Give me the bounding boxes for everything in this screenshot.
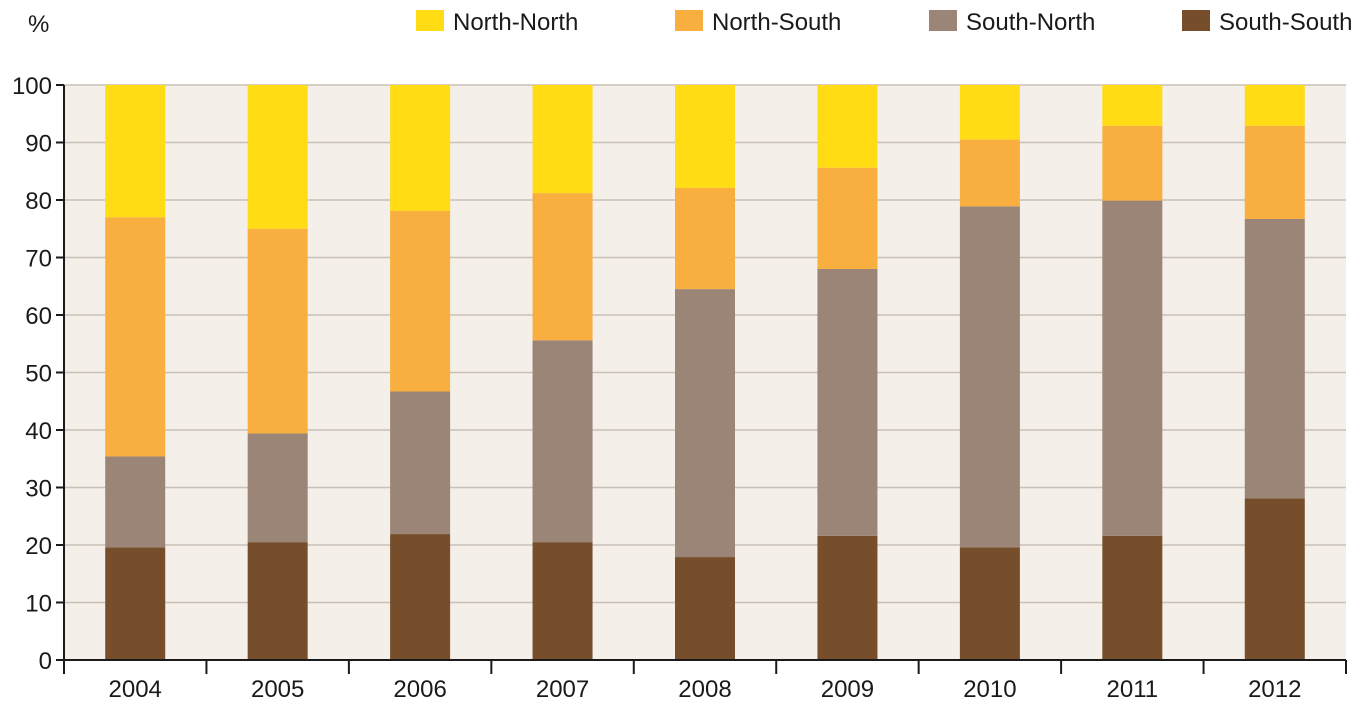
bar-segment-south-north-2005 bbox=[247, 433, 308, 543]
bar-segment-north-north-2008 bbox=[675, 85, 735, 188]
bar-segment-north-south-2010 bbox=[959, 139, 1020, 207]
x-tick-label: 2006 bbox=[393, 676, 446, 702]
x-tick-label: 2010 bbox=[963, 676, 1016, 702]
x-tick-label: 2007 bbox=[536, 676, 589, 702]
bar-segment-south-south-2012 bbox=[1244, 498, 1305, 660]
y-tick-label: 40 bbox=[25, 418, 52, 445]
legend-item-north-south: North-South bbox=[675, 9, 841, 36]
bar-segment-south-south-2004 bbox=[105, 547, 166, 660]
bar-segment-north-north-2004 bbox=[105, 85, 166, 218]
bar-segment-north-south-2006 bbox=[390, 210, 451, 392]
legend-label-north-north: North-North bbox=[453, 9, 578, 36]
legend-swatch-south-south bbox=[1182, 10, 1210, 31]
y-tick-label: 70 bbox=[25, 246, 52, 273]
legend-item-north-north: North-North bbox=[416, 9, 578, 36]
bar-segment-north-north-2009 bbox=[817, 85, 878, 168]
bar-segment-south-south-2011 bbox=[1102, 535, 1163, 660]
y-tick-label: 60 bbox=[25, 303, 52, 330]
x-tick-label: 2005 bbox=[251, 676, 304, 702]
legend-item-south-north: South-North bbox=[929, 9, 1095, 36]
y-tick-label: 10 bbox=[25, 591, 52, 618]
legend-swatch-north-south bbox=[675, 10, 703, 31]
bar-segment-north-south-2008 bbox=[675, 187, 735, 290]
y-tick-label: 30 bbox=[25, 476, 52, 503]
legend-item-south-south: South-South bbox=[1182, 9, 1352, 36]
legend-label-north-south: North-South bbox=[712, 9, 841, 36]
bar-segment-north-south-2011 bbox=[1102, 125, 1163, 201]
bar-segment-south-south-2007 bbox=[532, 542, 593, 660]
bar-segment-south-north-2010 bbox=[959, 206, 1020, 548]
bar-segment-south-north-2004 bbox=[105, 456, 166, 548]
y-tick-label: 20 bbox=[25, 533, 52, 560]
x-tick-label: 2008 bbox=[678, 676, 731, 702]
bar-segment-north-north-2005 bbox=[247, 85, 308, 229]
bar-segment-north-north-2010 bbox=[959, 85, 1020, 140]
bar-segment-south-north-2008 bbox=[675, 289, 735, 558]
bar-segment-north-north-2007 bbox=[532, 85, 593, 194]
x-tick-label: 2011 bbox=[1107, 676, 1159, 702]
y-tick-label: 0 bbox=[39, 648, 52, 675]
bar-segment-south-north-2006 bbox=[390, 391, 451, 535]
x-tick-label: 2012 bbox=[1248, 676, 1301, 702]
x-tick-label: 2004 bbox=[109, 676, 162, 702]
bar-segment-south-south-2009 bbox=[817, 535, 878, 660]
bar-segment-north-south-2007 bbox=[532, 193, 593, 341]
bar-segment-north-north-2012 bbox=[1244, 85, 1305, 126]
legend-label-south-north: South-North bbox=[966, 9, 1095, 36]
y-tick-label: 80 bbox=[25, 188, 52, 215]
y-axis-label: % bbox=[28, 11, 49, 38]
bar-segment-south-north-2007 bbox=[532, 340, 593, 543]
bar-segment-north-north-2006 bbox=[390, 85, 451, 211]
bar-segment-north-south-2012 bbox=[1244, 125, 1305, 219]
bar-segment-south-north-2012 bbox=[1244, 218, 1305, 499]
bar-segment-north-south-2005 bbox=[247, 228, 308, 434]
bar-segment-south-south-2006 bbox=[390, 534, 451, 660]
legend-swatch-south-north bbox=[929, 10, 957, 31]
bar-segment-north-south-2009 bbox=[817, 167, 878, 269]
y-tick-label: 50 bbox=[25, 361, 52, 388]
bar-segment-north-north-2011 bbox=[1102, 85, 1163, 126]
bar-segment-south-south-2005 bbox=[247, 542, 308, 660]
legend-swatch-north-north bbox=[416, 10, 444, 31]
x-tick-label: 2009 bbox=[821, 676, 874, 702]
legend-label-south-south: South-South bbox=[1219, 9, 1352, 36]
y-tick-label: 100 bbox=[12, 73, 52, 100]
bar-segment-south-south-2010 bbox=[959, 547, 1020, 660]
bar-segment-south-south-2008 bbox=[675, 557, 735, 660]
bar-segment-north-south-2004 bbox=[105, 217, 166, 457]
y-tick-label: 90 bbox=[25, 131, 52, 158]
bar-segment-south-north-2009 bbox=[817, 269, 878, 536]
bar-segment-south-north-2011 bbox=[1102, 200, 1163, 536]
